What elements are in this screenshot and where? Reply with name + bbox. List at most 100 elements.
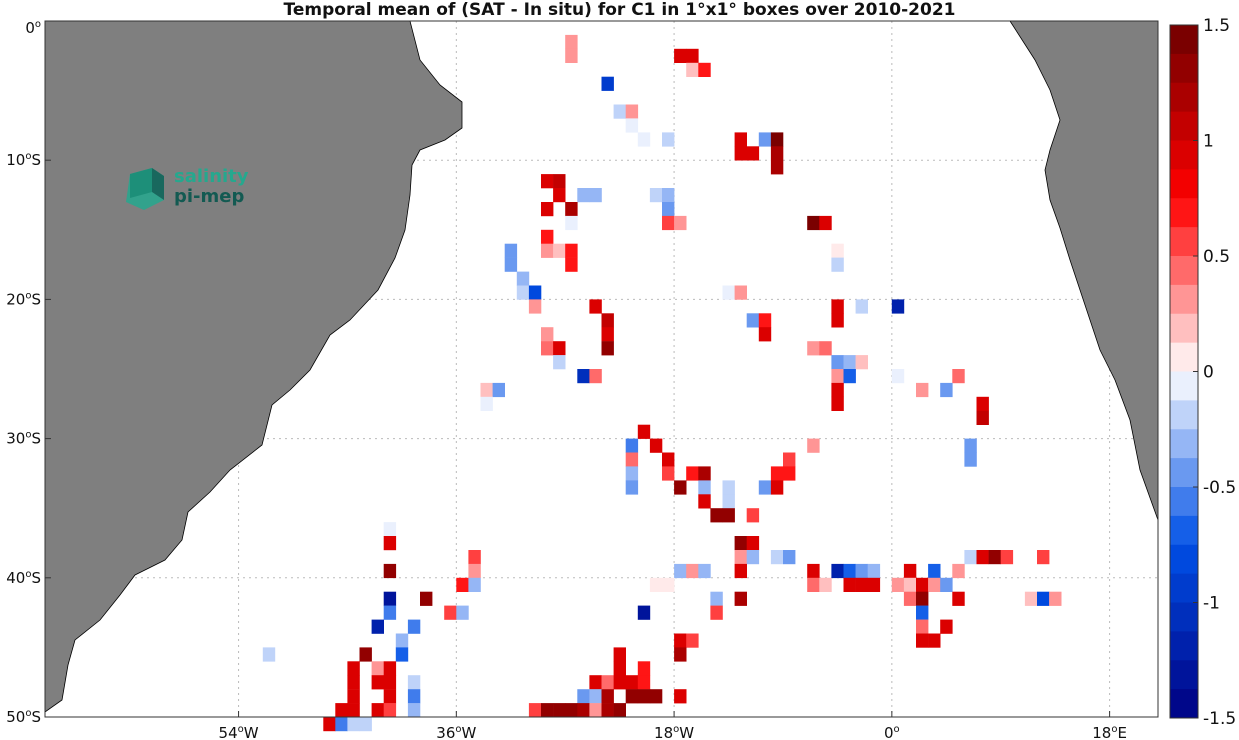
- data-cell: [541, 243, 554, 258]
- data-cell: [456, 605, 469, 620]
- data-cell: [758, 132, 772, 147]
- data-cell: [541, 229, 554, 244]
- data-cell: [383, 661, 397, 676]
- data-cell: [831, 563, 844, 579]
- colorbar-step: [1170, 140, 1198, 170]
- data-cell: [770, 480, 784, 495]
- data-cell: [916, 591, 929, 606]
- data-cell: [383, 536, 397, 551]
- colorbar-step: [1170, 82, 1198, 113]
- data-cell: [964, 452, 977, 467]
- data-cell: [952, 563, 965, 579]
- colorbar-step: [1170, 602, 1198, 632]
- data-cell: [940, 577, 953, 592]
- data-cell: [589, 675, 602, 690]
- data-cell: [347, 661, 360, 676]
- data-cell: [903, 591, 917, 606]
- data-cell: [335, 717, 348, 732]
- logo-line-pimep: pi-mep: [174, 186, 245, 207]
- data-cell: [807, 438, 820, 453]
- data-cell: [541, 703, 554, 718]
- data-cell: [940, 382, 953, 398]
- data-cell: [734, 591, 747, 606]
- colorbar-tick-label: 0.5: [1203, 247, 1230, 267]
- data-cell: [601, 313, 614, 328]
- data-cell: [686, 62, 699, 77]
- data-cell: [371, 703, 384, 718]
- data-cell: [504, 257, 518, 272]
- colorbar-step: [1170, 487, 1198, 517]
- data-cell: [589, 188, 602, 203]
- data-cell: [1037, 591, 1050, 606]
- data-cell: [758, 327, 772, 342]
- data-cell: [843, 355, 856, 370]
- data-cell: [1024, 591, 1038, 606]
- data-cell: [831, 257, 844, 272]
- colorbar-step: [1170, 400, 1198, 430]
- data-cell: [855, 563, 868, 579]
- data-cell: [928, 577, 941, 592]
- data-cell: [831, 382, 844, 398]
- data-cell: [891, 299, 905, 314]
- latitude-axis: 0o 10oS 20oS 30oS 40oS 50oS: [6, 19, 51, 726]
- map-frame: [44, 20, 1159, 718]
- data-cell: [770, 466, 784, 481]
- data-cell: [637, 675, 651, 690]
- data-cell: [516, 271, 530, 286]
- data-cell: [565, 257, 578, 272]
- data-cell: [746, 146, 760, 161]
- colorbar-step: [1170, 429, 1198, 459]
- data-cell: [613, 661, 626, 676]
- data-cell: [855, 355, 868, 370]
- data-cell: [613, 703, 626, 718]
- data-cell: [262, 647, 276, 662]
- data-cell: [383, 689, 397, 704]
- data-cell: [613, 675, 626, 690]
- data-cell: [637, 424, 651, 439]
- data-cell: [589, 299, 602, 314]
- data-cell: [662, 188, 675, 203]
- colorbar-tick-label: -1.5: [1203, 709, 1236, 729]
- colorbar-step: [1170, 53, 1198, 84]
- data-cell: [468, 563, 481, 579]
- data-cell: [383, 522, 397, 537]
- data-cell: [807, 563, 820, 579]
- data-cell: [577, 703, 590, 718]
- colorbar-tick-label: 1.5: [1203, 16, 1230, 36]
- data-cell: [601, 675, 614, 690]
- data-cell: [662, 215, 675, 231]
- data-cell: [371, 661, 384, 676]
- colorbar-step: [1170, 342, 1198, 372]
- data-cell: [698, 62, 711, 77]
- data-cell: [674, 480, 687, 495]
- y-tick-label: 50oS: [6, 708, 41, 726]
- data-cell: [577, 689, 590, 704]
- data-cell: [359, 647, 372, 662]
- colorbar-tick-label: -1: [1203, 594, 1220, 614]
- data-cell: [674, 215, 687, 231]
- data-cell: [347, 703, 360, 718]
- data-cell: [843, 563, 856, 579]
- data-cell: [928, 563, 941, 579]
- data-cell: [383, 703, 397, 718]
- data-cell: [407, 619, 421, 634]
- data-cell: [722, 508, 735, 523]
- data-cell: [855, 577, 868, 592]
- data-cell: [722, 494, 735, 509]
- data-cell: [903, 563, 917, 579]
- data-cell: [770, 160, 784, 175]
- data-cell: [976, 550, 989, 565]
- data-cell: [674, 563, 687, 579]
- data-cell: [480, 382, 493, 398]
- data-cell: [347, 717, 360, 732]
- data-cell: [940, 619, 953, 634]
- data-cell: [916, 605, 929, 620]
- data-cell: [601, 76, 614, 91]
- data-cell: [625, 452, 639, 467]
- data-cell: [710, 508, 723, 523]
- data-cell: [758, 313, 772, 328]
- data-cell: [565, 215, 578, 231]
- data-cell: [347, 675, 360, 690]
- data-cell: [686, 466, 699, 481]
- data-cell: [783, 466, 796, 481]
